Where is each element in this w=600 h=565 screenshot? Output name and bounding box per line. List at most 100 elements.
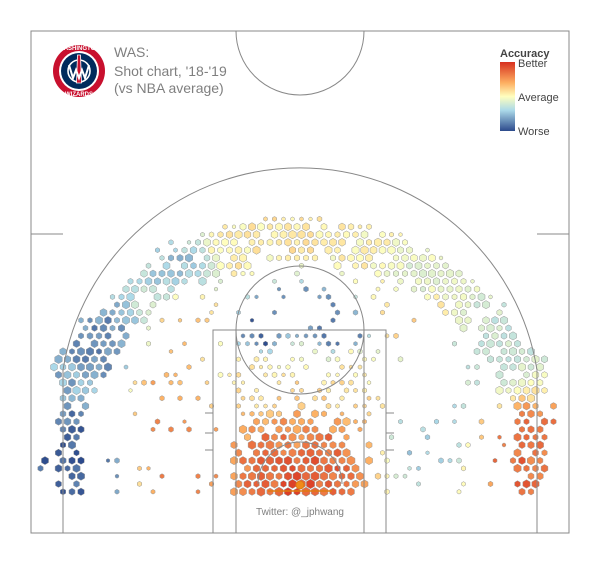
shot-hex (387, 245, 396, 255)
shot-hex (329, 471, 337, 481)
shot-hex (245, 341, 250, 347)
shot-hex (96, 348, 102, 355)
shot-hex (374, 269, 382, 278)
shot-hex (302, 238, 310, 247)
shot-hex (339, 379, 345, 386)
shot-hex (199, 261, 206, 270)
shot-hex (77, 487, 85, 496)
shot-hex (518, 378, 526, 388)
shot-hex (452, 403, 457, 409)
shot-hex (514, 355, 521, 364)
shot-hex (299, 340, 304, 347)
shot-hex (86, 362, 94, 372)
shot-hex (330, 301, 336, 308)
shot-hex (406, 449, 413, 456)
shot-hex (81, 401, 90, 411)
legend: Accuracy Better Average Worse (500, 48, 559, 138)
shot-hex (95, 363, 103, 371)
free-throw-circle (235, 265, 365, 395)
shot-hex (321, 410, 327, 418)
shot-hex (297, 229, 306, 240)
shot-hex (168, 379, 174, 386)
shot-hex (461, 481, 466, 487)
shot-hex (163, 371, 170, 378)
shot-hex (195, 317, 201, 324)
shot-hex (173, 247, 178, 253)
shot-hex (496, 355, 503, 363)
shot-hex (263, 216, 268, 222)
shot-hex (329, 425, 337, 434)
shot-hex (189, 246, 198, 255)
shot-hex (235, 371, 242, 378)
shot-hex (518, 347, 526, 356)
shot-hex (252, 448, 261, 457)
shot-hex (325, 356, 332, 363)
shot-hex (64, 355, 71, 364)
shot-hex (428, 253, 436, 263)
shot-hex (514, 418, 521, 426)
shot-hex (99, 323, 108, 333)
shot-hex (109, 309, 116, 316)
shot-hex (383, 269, 391, 278)
shot-hex (270, 448, 279, 458)
shot-hex (249, 270, 255, 277)
shot-hex (73, 480, 80, 488)
shot-hex (424, 293, 431, 301)
shot-hex (536, 440, 544, 450)
shot-hex (464, 301, 472, 309)
shot-hex (118, 309, 125, 316)
shot-hex (338, 441, 346, 449)
shot-hex (293, 456, 301, 465)
shot-hex (339, 364, 345, 370)
shot-hex (266, 238, 274, 247)
shot-hex (474, 379, 480, 386)
shot-hex (531, 385, 540, 395)
restricted-area (257, 441, 343, 485)
shot-hex (144, 277, 153, 286)
shot-hex (258, 238, 264, 246)
shot-hex (527, 472, 535, 480)
shot-hex (204, 380, 210, 386)
shot-hex (410, 253, 418, 263)
shot-hex (419, 253, 427, 263)
shot-hex (77, 378, 85, 387)
shot-hex (63, 401, 72, 411)
shot-hex (283, 455, 293, 466)
shot-hex (289, 464, 296, 473)
shot-hex (352, 262, 359, 270)
shot-hex (68, 424, 76, 434)
shot-hex (267, 348, 273, 355)
shot-hex (171, 276, 180, 286)
shot-hex (343, 387, 350, 394)
shot-hex (270, 230, 279, 239)
shot-hex (325, 293, 332, 301)
shot-hex (238, 424, 248, 435)
shot-hex (380, 309, 385, 316)
shot-hex (370, 262, 377, 270)
shot-hex (73, 433, 80, 441)
shot-hex (487, 355, 494, 364)
shot-hex (109, 339, 116, 348)
shot-hex (146, 466, 151, 471)
shot-hex (190, 262, 197, 270)
shot-hex (195, 489, 201, 495)
shot-hex (86, 346, 94, 357)
shot-hex (240, 333, 246, 339)
shot-hex (167, 269, 175, 278)
shot-hex (447, 457, 453, 464)
shot-hex (239, 456, 247, 465)
shot-hex (501, 301, 507, 308)
shot-hex (136, 278, 143, 285)
shot-hex (266, 254, 274, 262)
shot-hex (82, 370, 89, 379)
shot-hex (226, 246, 233, 254)
shot-hex (284, 471, 292, 481)
shot-hex (371, 356, 376, 362)
shot-hex (531, 370, 540, 379)
shot-hex (438, 255, 444, 261)
shot-hex (253, 417, 260, 426)
shot-hex (315, 464, 324, 473)
shot-hex (290, 341, 295, 347)
shot-hex (366, 238, 372, 246)
shot-hex (500, 362, 508, 372)
